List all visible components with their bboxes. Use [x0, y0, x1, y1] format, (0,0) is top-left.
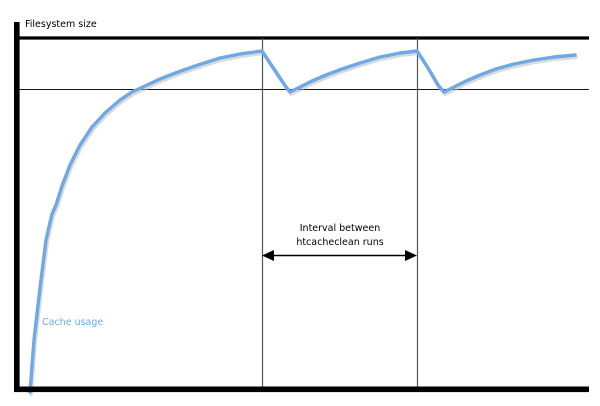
x-axis [14, 386, 589, 393]
interval-annotation-line-1: Interval between [300, 223, 380, 234]
filesystem-size-label: Filesystem size [25, 19, 97, 30]
cache-usage-curve [28, 49, 577, 394]
y-axis [14, 22, 20, 392]
interval-arrow-head-right [405, 250, 417, 261]
cache-usage-label: Cache usage [42, 317, 103, 328]
interval-annotation-line-2: htcacheclean runs [296, 237, 383, 248]
interval-arrow-head-left [262, 250, 274, 261]
